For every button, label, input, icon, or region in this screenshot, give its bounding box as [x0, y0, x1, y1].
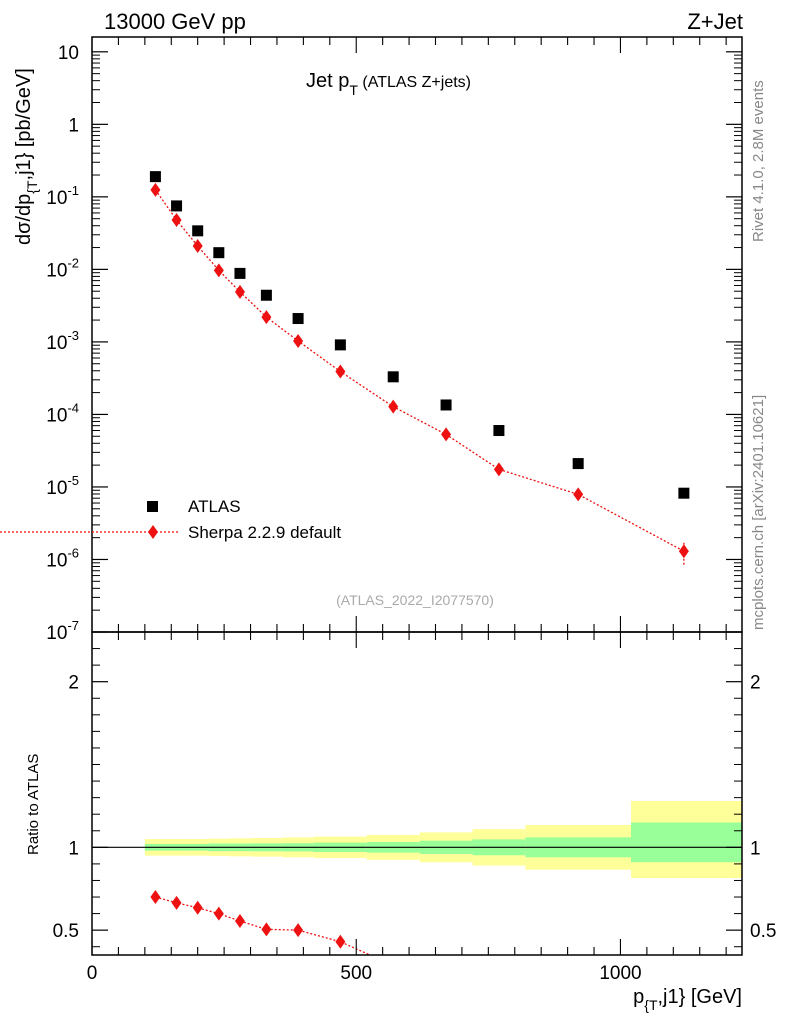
atlas-point	[440, 399, 452, 411]
x-axis-label-suffix: ,j1} [GeV]	[658, 986, 743, 1008]
sherpa-point	[192, 239, 203, 254]
sherpa-point	[234, 284, 245, 299]
atlas-point	[387, 371, 399, 383]
ratio-sherpa-point	[171, 895, 182, 910]
energy-label: 13000 GeV pp	[104, 9, 246, 34]
x-axis-label: p{T,j1} [GeV]	[633, 986, 742, 1013]
main-y-tick-label: 10-3	[46, 328, 79, 354]
main-y-tick-label: 10	[58, 43, 79, 64]
sherpa-point	[493, 462, 504, 477]
ratio-sherpa-point	[293, 923, 304, 938]
ratio-sherpa-point	[150, 890, 161, 905]
ratio-sherpa-point	[234, 914, 245, 929]
legend: ATLAS Sherpa 2.2.9 default	[0, 497, 341, 542]
main-y-axis-label-suffix: ,j1} [pb/GeV]	[13, 68, 35, 180]
ratio-y-tick-label: 2	[68, 673, 79, 694]
ratio-y-tick-label-right: 0.5	[750, 921, 776, 942]
sherpa-point	[388, 399, 399, 414]
sherpa-point	[213, 263, 224, 278]
main-plot-frame	[91, 36, 743, 633]
atlas-point	[192, 225, 204, 237]
plot-title-sub: T	[349, 82, 358, 98]
sherpa-point	[171, 212, 182, 227]
ratio-y-ticks: 0.5 0.5 1 1 2 2	[53, 648, 776, 948]
atlas-point	[678, 487, 690, 499]
main-y-axis-label-sub: {T	[24, 180, 40, 194]
ratio-y-tick-label-right: 2	[750, 673, 761, 694]
x-tick-label: 0	[87, 963, 98, 984]
sherpa-point	[150, 182, 161, 197]
ratio-plot-frame	[91, 631, 743, 956]
atlas-point	[213, 247, 225, 259]
ratio-y-tick-label-right: 1	[750, 838, 761, 859]
atlas-point	[334, 339, 346, 351]
atlas-point	[292, 313, 304, 325]
main-y-tick-label: 1	[68, 115, 79, 136]
plot-title-main: Jet p	[306, 70, 349, 92]
main-y-axis-label-prefix: dσ/dp	[13, 194, 35, 245]
sherpa-point	[441, 427, 452, 442]
main-y-tick-label: 10-2	[46, 255, 79, 281]
sherpa-point	[573, 487, 584, 502]
plot-title-extra: (ATLAS Z+jets)	[362, 74, 471, 91]
main-plot-panel: 10-7 10-6 10-5 10-4 10-3 10-2 10-1 1 10 Jet pT (…	[0, 36, 743, 644]
ratio-sherpa-point	[213, 906, 224, 921]
plot-title: Jet pT (ATLAS Z+jets)	[306, 70, 471, 98]
main-y-tick-label: 10-1	[46, 183, 79, 209]
ratio-x-ticks	[91, 632, 727, 955]
ratio-y-tick-label: 0.5	[53, 921, 79, 942]
sherpa-point	[293, 333, 304, 348]
main-y-tick-label: 10-4	[46, 400, 79, 426]
ratio-series-group	[150, 890, 372, 955]
x-axis-label-sub: {T	[644, 997, 658, 1013]
atlas-point	[260, 289, 272, 301]
legend-atlas-label: ATLAS	[188, 497, 241, 516]
main-y-axis-label: dσ/dp{T,j1} [pb/GeV]	[13, 68, 40, 245]
main-y-tick-label: 10-7	[46, 618, 79, 644]
ratio-y-axis-label: Ratio to ATLAS	[25, 754, 42, 855]
ratio-y-tick-label: 1	[68, 838, 79, 859]
ratio-sherpa-point	[192, 900, 203, 915]
ratio-band-green	[631, 822, 742, 863]
atlas-point	[171, 200, 183, 212]
x-tick-labels: 0 500 1000	[87, 963, 642, 984]
sherpa-point	[261, 310, 272, 325]
sherpa-point	[678, 544, 689, 559]
process-label: Z+Jet	[687, 9, 743, 34]
x-axis-label-prefix: p	[633, 986, 644, 1008]
x-tick-label: 500	[340, 963, 372, 984]
ratio-data-group	[150, 890, 372, 955]
main-x-ticks	[91, 37, 727, 632]
ratio-sherpa-point	[335, 934, 346, 949]
main-data-group	[149, 171, 690, 567]
main-y-tick-label: 10-6	[46, 545, 79, 571]
legend-sherpa-marker	[148, 525, 158, 539]
legend-sherpa-label: Sherpa 2.2.9 default	[188, 523, 341, 542]
mcplots-label: mcplots.cern.ch [arXiv:2401.10621]	[750, 395, 767, 630]
ratio-sherpa-line	[155, 896, 372, 955]
main-y-ticks: 10-7 10-6 10-5 10-4 10-3 10-2 10-1 1 10	[46, 43, 742, 644]
atlas-point	[149, 171, 161, 183]
ratio-sherpa-point	[261, 922, 272, 937]
sherpa-point	[335, 364, 346, 379]
ratio-plot-panel: 0.5 0.5 1 1 2 2 Ratio to ATLAS	[25, 631, 776, 956]
x-tick-label: 1000	[599, 963, 641, 984]
analysis-tag: (ATLAS_2022_I2077570)	[336, 592, 494, 608]
atlas-point	[234, 267, 246, 279]
main-y-tick-label: 10-5	[46, 473, 79, 499]
legend-atlas-marker	[147, 501, 158, 512]
atlas-point	[572, 458, 584, 470]
rivet-label: Rivet 4.1.0, 2.8M events	[750, 80, 767, 242]
atlas-point	[493, 425, 505, 437]
ratio-bands	[144, 800, 742, 878]
